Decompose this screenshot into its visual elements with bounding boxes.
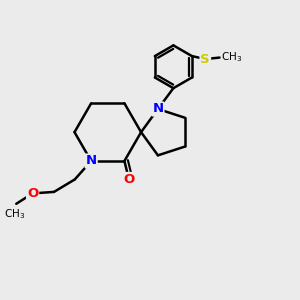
Text: CH$_3$: CH$_3$ bbox=[221, 51, 242, 64]
Text: O: O bbox=[123, 173, 134, 186]
Text: CH$_3$: CH$_3$ bbox=[4, 207, 26, 221]
Text: S: S bbox=[200, 52, 210, 66]
Text: N: N bbox=[85, 154, 97, 167]
Text: N: N bbox=[152, 103, 164, 116]
Text: O: O bbox=[27, 187, 38, 200]
